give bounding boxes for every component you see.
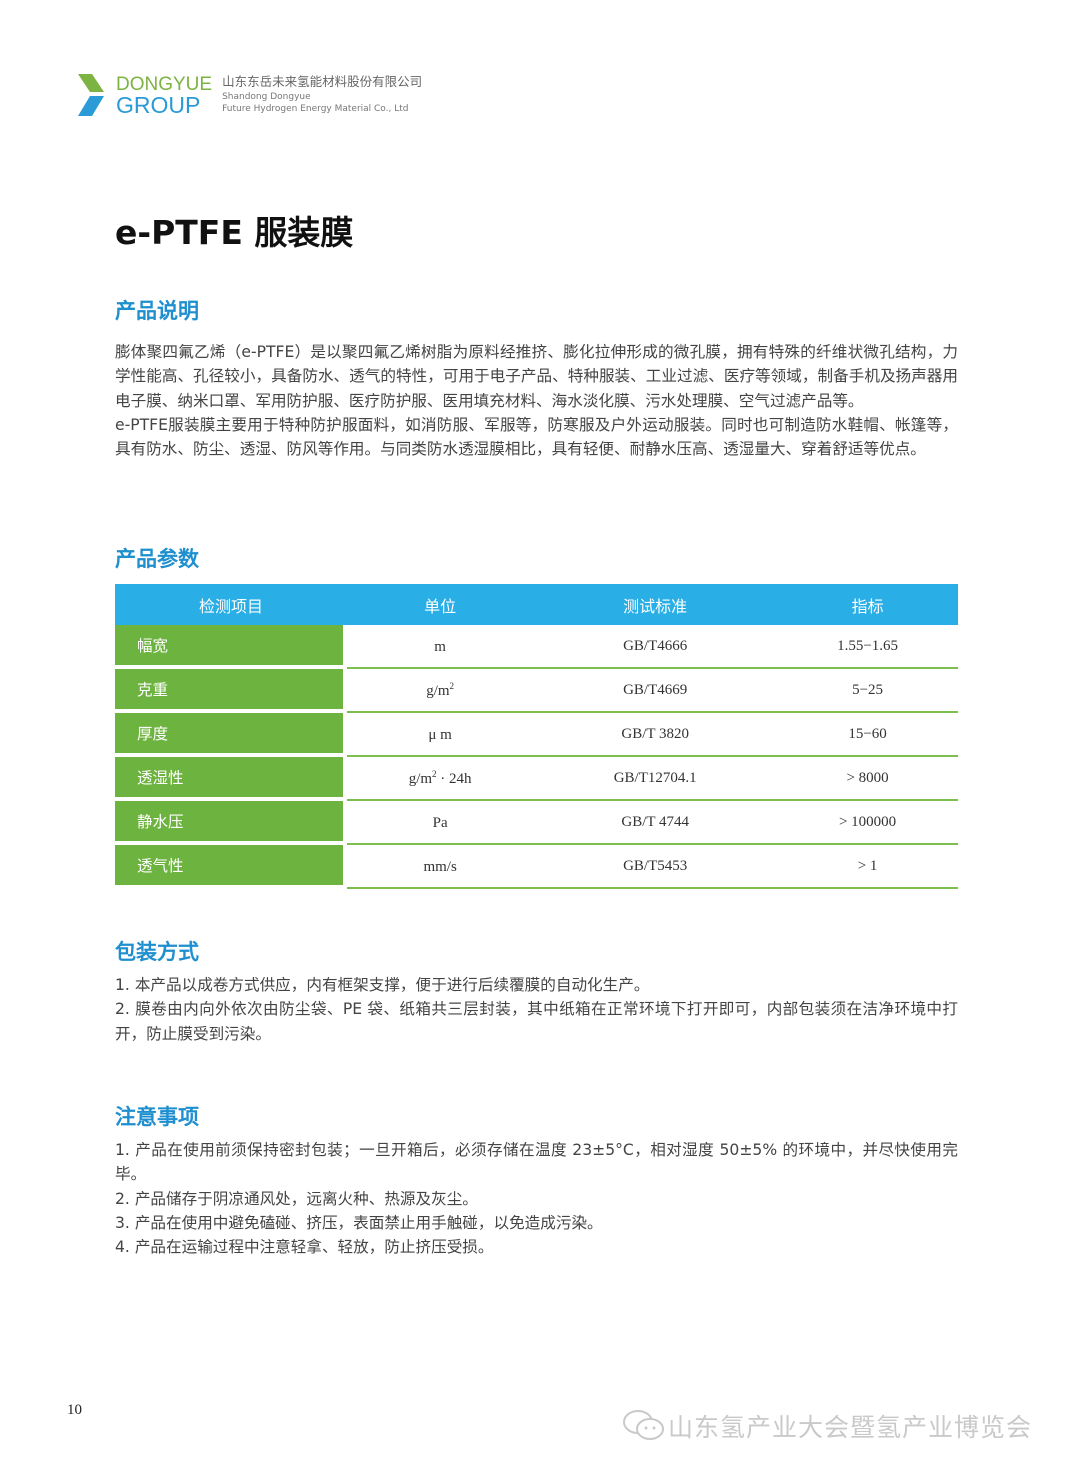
- cell-unit: m: [347, 625, 534, 669]
- cell-value: > 8000: [777, 757, 958, 801]
- company-name-en-1: Shandong Dongyue: [222, 91, 311, 102]
- cell-value: > 1: [777, 845, 958, 889]
- column-header: 指标: [777, 584, 958, 625]
- cell-value: 15−60: [777, 713, 958, 757]
- cell-item: 透气性: [115, 845, 347, 889]
- packaging-list: 1. 本产品以成卷方式供应，内有框架支撑，便于进行后续覆膜的自动化生产。 2. …: [115, 973, 958, 1046]
- unit-suffix: · 24h: [436, 770, 472, 787]
- page-title: e-PTFE 服装膜: [115, 213, 354, 252]
- cell-standard: GB/T4666: [533, 625, 778, 669]
- cell-unit: mm/s: [347, 845, 534, 889]
- description-paragraph: e-PTFE服装膜主要用于特种防护服面料，如消防服、军服等，防寒服及户外运动服装…: [115, 415, 958, 459]
- table-row: 透湿性 g/m2 · 24h GB/T12704.1 > 8000: [115, 757, 958, 801]
- watermark: 山东氢产业大会暨氢产业博览会: [622, 1408, 1032, 1444]
- company-name: 山东东岳未来氢能材料股份有限公司 Shandong Dongyue Future…: [222, 73, 423, 115]
- column-header: 单位: [347, 584, 534, 625]
- logo-line2: GROUP: [116, 92, 201, 118]
- unit-text: Pa: [432, 814, 448, 831]
- list-item: 2. 膜卷由内向外依次由防尘袋、PE 袋、纸箱共三层封装，其中纸箱在正常环境下打…: [115, 1000, 958, 1043]
- company-name-cn: 山东东岳未来氢能材料股份有限公司: [222, 73, 423, 89]
- cell-item: 厚度: [115, 713, 347, 757]
- watermark-text: 山东氢产业大会暨氢产业博览会: [668, 1413, 1033, 1442]
- parameters-table: 检测项目 单位 测试标准 指标 幅宽 m GB/T4666 1.55−1.65 克重 g/…: [115, 584, 958, 889]
- cell-standard: GB/T 4744: [533, 801, 778, 845]
- wechat-icon: [623, 1410, 664, 1440]
- logo-text-en: DONGYUE GROUP: [116, 74, 213, 118]
- list-item: 4. 产品在运输过程中注意轻拿、轻放，防止挤压受损。: [115, 1238, 494, 1257]
- section-heading-parameters: 产品参数: [115, 547, 199, 571]
- cell-value: 5−25: [777, 669, 958, 713]
- cell-standard: GB/T 3820: [533, 713, 778, 757]
- section-heading-description: 产品说明: [115, 299, 199, 323]
- column-header: 检测项目: [115, 584, 347, 625]
- table-row: 幅宽 m GB/T4666 1.55−1.65: [115, 625, 958, 669]
- page-number: 10: [67, 1402, 82, 1418]
- description-text: 膨体聚四氟乙烯（e-PTFE）是以聚四氟乙烯树脂为原料经推挤、膨化拉伸形成的微孔…: [115, 340, 958, 461]
- table-row: 厚度 μ m GB/T 3820 15−60: [115, 713, 958, 757]
- table-header-row: 检测项目 单位 测试标准 指标: [115, 584, 958, 625]
- unit-superscript: 2: [432, 768, 437, 779]
- description-paragraph: 膨体聚四氟乙烯（e-PTFE）是以聚四氟乙烯树脂为原料经推挤、膨化拉伸形成的微孔…: [115, 343, 958, 410]
- cell-value: 1.55−1.65: [777, 625, 958, 669]
- list-item: 1. 本产品以成卷方式供应，内有框架支撑，便于进行后续覆膜的自动化生产。: [115, 976, 650, 994]
- cell-item: 克重: [115, 669, 347, 713]
- cell-value: > 100000: [777, 801, 958, 845]
- cell-unit: g/m2 · 24h: [347, 757, 534, 801]
- company-logo: DONGYUE GROUP 山东东岳未来氢能材料股份有限公司 Shandong …: [78, 73, 423, 118]
- table-row: 透气性 mm/s GB/T5453 > 1: [115, 845, 958, 889]
- table-row: 静水压 Pa GB/T 4744 > 100000: [115, 801, 958, 845]
- cell-unit: Pa: [347, 801, 534, 845]
- list-item: 3. 产品在使用中避免磕碰、挤压，表面禁止用手触碰，以免造成污染。: [115, 1213, 603, 1232]
- dongyue-logo-icon: [78, 74, 104, 116]
- unit-text: μ m: [428, 726, 452, 743]
- cell-item: 透湿性: [115, 757, 347, 801]
- section-heading-packaging: 包装方式: [115, 940, 199, 964]
- cell-standard: GB/T5453: [533, 845, 778, 889]
- section-heading-notes: 注意事项: [115, 1105, 199, 1129]
- unit-text: mm/s: [423, 858, 457, 875]
- unit-text: g/m: [408, 770, 433, 787]
- company-name-en-2: Future Hydrogen Energy Material Co., Ltd: [222, 103, 409, 114]
- notes-list: 1. 产品在使用前须保持密封包装；一旦开箱后，必须存储在温度 23±5°C，相对…: [115, 1138, 958, 1259]
- unit-text: g/m: [426, 682, 450, 699]
- logo-line1: DONGYUE: [116, 74, 213, 95]
- table-row: 克重 g/m2 GB/T4669 5−25: [115, 669, 958, 713]
- list-item: 1. 产品在使用前须保持密封包装；一旦开箱后，必须存储在温度 23±5°C，相对…: [115, 1141, 958, 1184]
- cell-unit: μ m: [347, 713, 534, 757]
- cell-standard: GB/T4669: [533, 669, 778, 713]
- cell-unit: g/m2: [347, 669, 534, 713]
- unit-superscript: 2: [449, 680, 455, 691]
- cell-item: 幅宽: [115, 625, 347, 669]
- list-item: 2. 产品储存于阴凉通风处，远离火种、热源及灰尘。: [115, 1189, 478, 1208]
- cell-standard: GB/T12704.1: [533, 757, 778, 801]
- cell-item: 静水压: [115, 801, 347, 845]
- unit-text: m: [434, 638, 446, 655]
- column-header: 测试标准: [533, 584, 778, 625]
